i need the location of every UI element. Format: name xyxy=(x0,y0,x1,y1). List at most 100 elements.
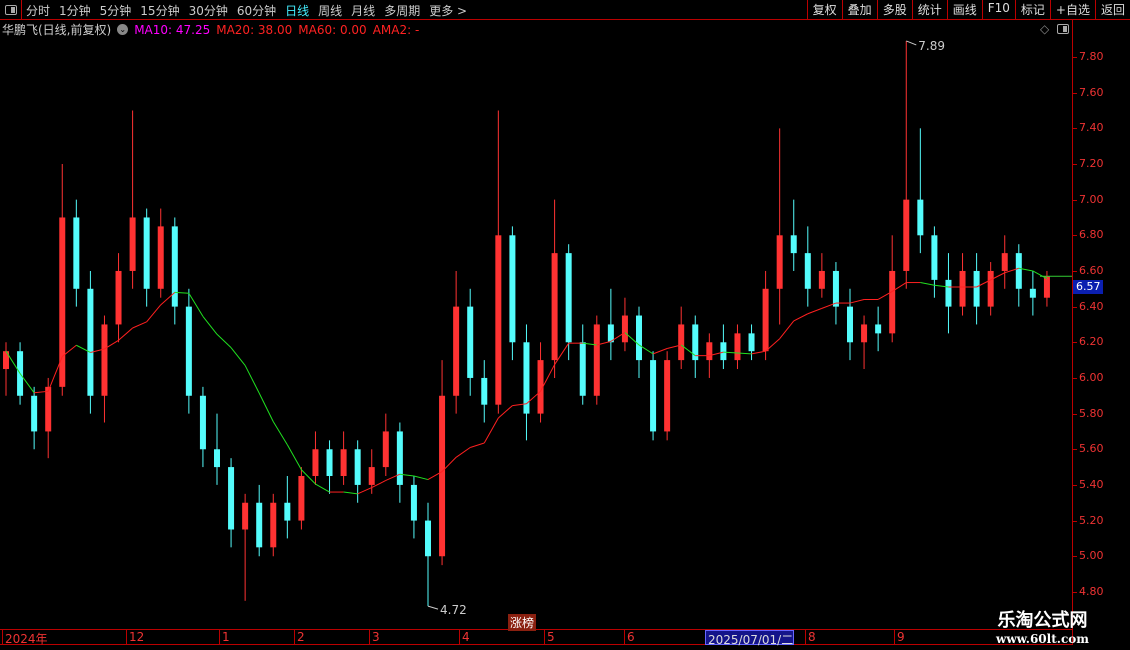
period-tab[interactable]: 60分钟 xyxy=(236,4,277,18)
candle-body xyxy=(199,395,206,450)
limit-up-badge[interactable]: 涨榜 xyxy=(508,614,537,631)
ma-line-segment xyxy=(301,469,316,485)
ma-line-segment xyxy=(286,444,302,471)
candle-body xyxy=(509,235,516,343)
ma-line-segment xyxy=(624,332,640,346)
candle-body xyxy=(228,467,235,530)
ma-line-segment xyxy=(765,338,780,352)
toolbar-button[interactable]: 叠加 xyxy=(841,0,877,20)
ma-line-segment xyxy=(216,333,232,348)
ma-line-segment xyxy=(498,405,513,419)
price-tick: 5.40 xyxy=(1073,477,1104,491)
toolbar-button[interactable]: 标记 xyxy=(1014,0,1050,20)
ma-line-segment xyxy=(47,356,63,392)
toolbar-button[interactable]: F10 xyxy=(981,0,1015,20)
price-tick: 6.80 xyxy=(1073,228,1104,242)
ma20-value: MA20: 38.00 xyxy=(216,22,293,37)
candlestick-chart[interactable]: 7.89 4.72 xyxy=(0,0,1072,628)
period-tab[interactable]: 30分钟 xyxy=(188,4,228,18)
period-tab[interactable]: 更多 > xyxy=(429,4,468,18)
toolbar-button[interactable]: +自选 xyxy=(1049,0,1095,20)
candle-body xyxy=(171,226,178,307)
candle-body xyxy=(636,315,642,361)
candle-body xyxy=(1015,253,1022,289)
candle-body xyxy=(143,217,150,289)
ma-line-segment xyxy=(891,282,907,292)
candle-body xyxy=(537,360,544,414)
candle-body xyxy=(706,342,713,361)
period-tab[interactable]: 周线 xyxy=(318,4,343,18)
ma-line-segment xyxy=(849,299,865,304)
panel-toggle-icon[interactable] xyxy=(0,0,22,20)
dropdown-icon[interactable]: ⌄ xyxy=(117,24,129,35)
price-tick: 7.80 xyxy=(1073,50,1104,63)
candle-body xyxy=(832,270,839,307)
period-tab[interactable]: 5分钟 xyxy=(99,4,132,18)
candle-body xyxy=(607,324,614,343)
ma-line-segment xyxy=(230,347,246,366)
price-tick: 7.00 xyxy=(1073,192,1104,206)
diamond-icon[interactable]: ◇ xyxy=(1040,22,1050,36)
ma-line-segment xyxy=(90,348,105,353)
high-marker xyxy=(906,40,917,46)
candle-body xyxy=(453,306,460,396)
period-tab[interactable]: 多周期 xyxy=(384,4,421,18)
stock-title: 华鹏飞(日线,前复权) xyxy=(2,23,112,37)
candle-body xyxy=(945,279,952,307)
time-tick: 2024年 xyxy=(2,630,48,646)
candle-body xyxy=(1043,276,1050,298)
toolbar-button[interactable]: 画线 xyxy=(946,0,982,20)
period-tab[interactable]: 分时 xyxy=(26,4,51,18)
period-tab[interactable]: 日线 xyxy=(285,4,310,18)
price-tick: 6.00 xyxy=(1073,370,1104,384)
watermark: 乐淘公式网 www.60lt.com xyxy=(996,610,1089,646)
candle-body xyxy=(101,324,108,396)
period-tab[interactable]: 1分钟 xyxy=(59,4,91,18)
ma-line-segment xyxy=(34,390,49,394)
candle-body xyxy=(242,502,249,530)
ma-line-segment xyxy=(976,279,991,288)
ma-line-segment xyxy=(455,447,471,458)
toolbar: 分时 1分钟 5分钟 15分钟 30分钟 60分钟 日线 周线 月线 多周期 更多 > 复权 叠加 多股… xyxy=(0,0,1130,20)
period-tab[interactable]: 15分钟 xyxy=(140,4,180,18)
candle-body xyxy=(45,386,52,432)
period-tab[interactable]: 月线 xyxy=(351,4,376,18)
candle-body xyxy=(115,270,122,325)
toolbar-button[interactable]: 返回 xyxy=(1094,0,1130,20)
candle-body xyxy=(382,431,389,468)
toolbar-button[interactable]: 多股 xyxy=(876,0,912,20)
candle-body xyxy=(579,342,586,396)
ma-line-segment xyxy=(104,339,119,350)
ma-line-segment xyxy=(258,392,274,422)
ma-line-segment xyxy=(357,487,372,495)
ma-line-segment xyxy=(990,272,1005,281)
candle-body xyxy=(256,502,263,548)
candle-body xyxy=(157,226,164,289)
candle-body xyxy=(790,235,797,254)
toolbar-buttons: 复权 叠加 多股 统计 画线 F10 标记 +自选 返回 xyxy=(806,0,1130,20)
time-tick: 1 xyxy=(219,630,230,645)
ma-line-segment xyxy=(596,340,611,346)
ma-line-segment xyxy=(118,327,133,341)
price-tick: 5.20 xyxy=(1073,513,1104,527)
ma-line-segment xyxy=(5,350,21,374)
time-tick: 4 xyxy=(459,630,470,645)
price-tick: 5.80 xyxy=(1073,406,1104,420)
toolbar-button[interactable]: 统计 xyxy=(911,0,947,20)
ma-line-segment xyxy=(821,302,837,309)
indicator-line: 华鹏飞(日线,前复权) ⌄ MA10: 47.25 MA20: 38.00 MA… xyxy=(2,21,419,38)
candle-body xyxy=(467,306,474,378)
candle-body xyxy=(1029,288,1036,298)
candle-body xyxy=(185,306,192,396)
candle-body xyxy=(621,315,628,343)
candle-body xyxy=(3,351,9,370)
candle-body xyxy=(692,324,699,361)
toolbar-button[interactable]: 复权 xyxy=(806,0,842,20)
high-label: 7.89 xyxy=(918,39,945,53)
panel-icon[interactable] xyxy=(1057,24,1070,34)
time-tick: 2025/07/01/二 xyxy=(705,630,795,647)
price-tick: 7.20 xyxy=(1073,156,1104,170)
candle-body xyxy=(495,235,502,405)
candle-body xyxy=(481,377,488,405)
ma-line-segment xyxy=(652,348,668,355)
